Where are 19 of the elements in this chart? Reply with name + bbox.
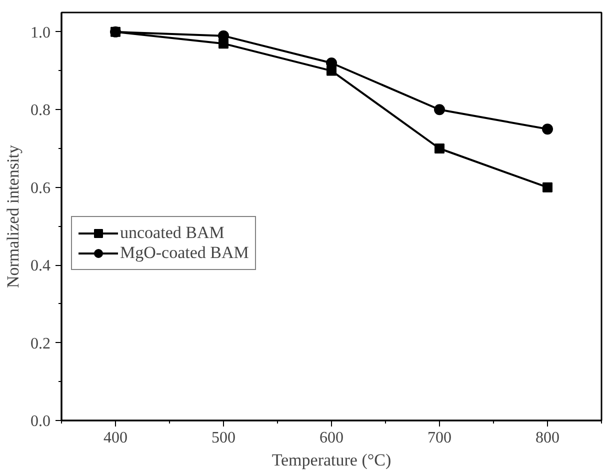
legend-label: MgO-coated BAM [120, 243, 249, 263]
legend-label: uncoated BAM [120, 223, 224, 243]
y-axis-title: Normalized intensity [4, 144, 22, 288]
point [434, 104, 445, 116]
x-tick-label: 400 [104, 430, 128, 446]
y-tick-label: 0.8 [30, 102, 50, 120]
y-tick-label: 0.0 [30, 413, 50, 430]
x-tick-label: 800 [536, 430, 560, 446]
x-axis-title: Temperature (°C) [272, 450, 392, 470]
point [542, 124, 553, 135]
point [542, 182, 552, 192]
y-tick-label: 0.6 [30, 180, 50, 197]
y-tick-label: 0.2 [30, 335, 50, 352]
y-tick-label: 0.4 [30, 258, 50, 275]
x-tick-label: 700 [428, 430, 452, 446]
x-tick-label: 500 [212, 430, 236, 446]
x-tick-label: 600 [320, 430, 344, 446]
point [434, 144, 444, 154]
y-tick-label: 1.0 [30, 24, 50, 42]
